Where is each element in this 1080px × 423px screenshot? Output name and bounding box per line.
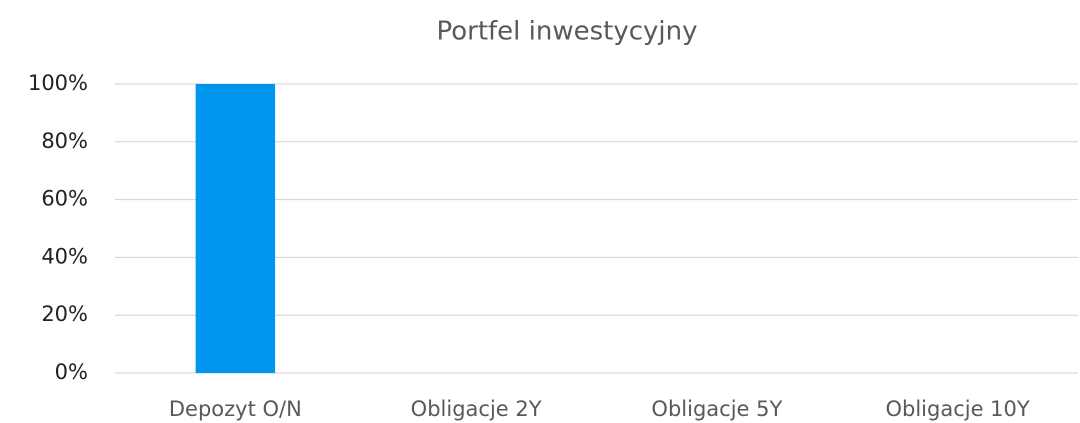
x-tick-label: Obligacje 5Y <box>651 397 782 421</box>
x-tick-label: Obligacje 2Y <box>411 397 542 421</box>
y-tick-label: 40% <box>41 244 88 268</box>
y-tick-label: 80% <box>41 129 88 153</box>
x-tick-label: Obligacje 10Y <box>885 397 1029 421</box>
x-tick-label: Depozyt O/N <box>169 397 302 421</box>
bar <box>195 84 276 373</box>
y-tick-label: 100% <box>28 71 88 95</box>
y-tick-label: 60% <box>41 187 88 211</box>
y-tick-label: 0% <box>55 360 88 384</box>
chart-title: Portfel inwestycyjny <box>436 17 697 47</box>
y-tick-label: 20% <box>41 302 88 326</box>
